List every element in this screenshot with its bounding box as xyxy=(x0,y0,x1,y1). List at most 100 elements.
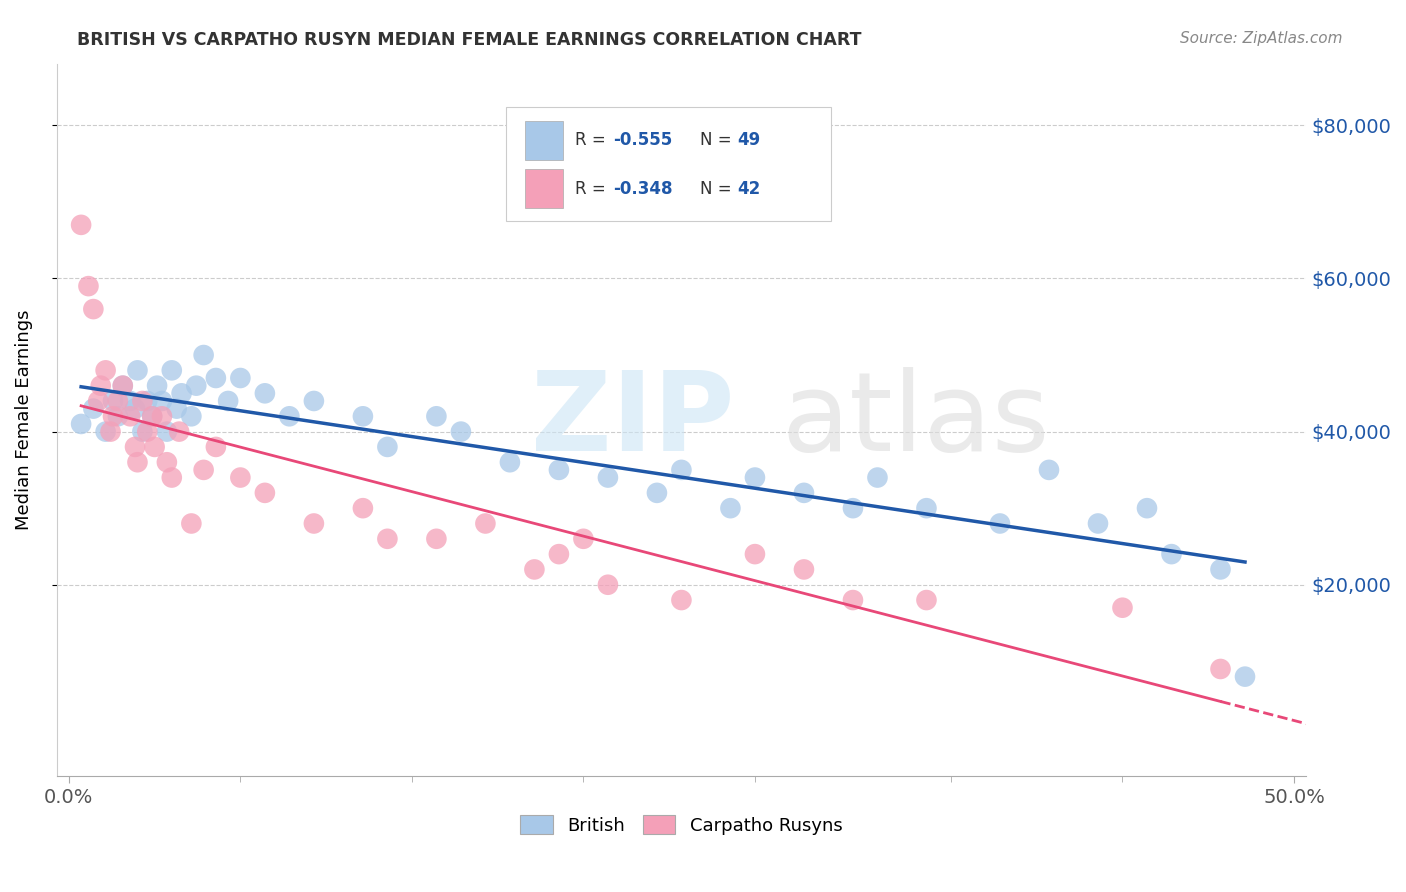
Text: atlas: atlas xyxy=(782,367,1050,474)
Point xyxy=(499,455,522,469)
Point xyxy=(1209,562,1232,576)
Point xyxy=(377,532,399,546)
Point xyxy=(101,409,124,424)
Point xyxy=(70,417,93,431)
FancyBboxPatch shape xyxy=(526,121,562,161)
Point xyxy=(572,532,595,546)
Point xyxy=(136,425,159,439)
Point xyxy=(645,486,668,500)
FancyBboxPatch shape xyxy=(526,169,562,208)
Point xyxy=(160,363,183,377)
Point xyxy=(425,532,447,546)
Point xyxy=(77,279,100,293)
Point xyxy=(141,409,163,424)
Point xyxy=(150,394,173,409)
Point xyxy=(744,470,766,484)
Text: 42: 42 xyxy=(738,179,761,198)
Point xyxy=(180,409,202,424)
Text: R =: R = xyxy=(575,131,612,149)
Point xyxy=(1160,547,1182,561)
Point xyxy=(915,593,938,607)
Point xyxy=(120,394,142,409)
Point xyxy=(70,218,93,232)
Point xyxy=(156,425,179,439)
Point xyxy=(352,501,374,516)
Point xyxy=(278,409,301,424)
Point xyxy=(94,425,117,439)
Point xyxy=(136,394,159,409)
Point xyxy=(253,486,276,500)
Point xyxy=(193,348,215,362)
Point xyxy=(1111,600,1133,615)
Point xyxy=(217,394,239,409)
Point xyxy=(127,455,149,469)
Point xyxy=(90,378,112,392)
Text: -0.555: -0.555 xyxy=(613,131,672,149)
Legend: British, Carpatho Rusyns: British, Carpatho Rusyns xyxy=(520,815,842,835)
Point xyxy=(141,409,163,424)
Point xyxy=(352,409,374,424)
Point xyxy=(842,501,865,516)
FancyBboxPatch shape xyxy=(506,107,831,220)
Point xyxy=(1233,670,1256,684)
Point xyxy=(170,386,193,401)
Point xyxy=(156,455,179,469)
Point xyxy=(82,302,104,317)
Point xyxy=(107,409,129,424)
Point xyxy=(146,378,169,392)
Point xyxy=(180,516,202,531)
Point xyxy=(229,371,252,385)
Point xyxy=(124,401,146,416)
Point xyxy=(523,562,546,576)
Point xyxy=(720,501,742,516)
Point xyxy=(229,470,252,484)
Point xyxy=(866,470,889,484)
Point xyxy=(143,440,166,454)
Text: N =: N = xyxy=(700,179,737,198)
Point xyxy=(915,501,938,516)
Point xyxy=(793,562,815,576)
Point xyxy=(82,401,104,416)
Point xyxy=(193,463,215,477)
Text: BRITISH VS CARPATHO RUSYN MEDIAN FEMALE EARNINGS CORRELATION CHART: BRITISH VS CARPATHO RUSYN MEDIAN FEMALE … xyxy=(77,31,862,49)
Y-axis label: Median Female Earnings: Median Female Earnings xyxy=(15,310,32,531)
Point xyxy=(107,394,129,409)
Point xyxy=(596,470,619,484)
Point xyxy=(474,516,496,531)
Text: R =: R = xyxy=(575,179,612,198)
Point xyxy=(1136,501,1159,516)
Point xyxy=(167,425,190,439)
Text: -0.348: -0.348 xyxy=(613,179,672,198)
Text: ZIP: ZIP xyxy=(531,367,735,474)
Point xyxy=(166,401,188,416)
Point xyxy=(205,371,228,385)
Point xyxy=(94,363,117,377)
Point xyxy=(87,394,110,409)
Point xyxy=(842,593,865,607)
Point xyxy=(127,363,149,377)
Text: N =: N = xyxy=(700,131,737,149)
Point xyxy=(253,386,276,401)
Point xyxy=(988,516,1011,531)
Point xyxy=(100,425,122,439)
Point xyxy=(131,394,153,409)
Point xyxy=(425,409,447,424)
Point xyxy=(596,578,619,592)
Point xyxy=(124,440,146,454)
Point xyxy=(377,440,399,454)
Point xyxy=(450,425,472,439)
Point xyxy=(744,547,766,561)
Text: Source: ZipAtlas.com: Source: ZipAtlas.com xyxy=(1180,31,1343,46)
Point xyxy=(302,394,325,409)
Point xyxy=(131,425,153,439)
Point xyxy=(101,394,124,409)
Point xyxy=(111,378,134,392)
Point xyxy=(120,409,142,424)
Point xyxy=(793,486,815,500)
Point xyxy=(671,463,693,477)
Text: 49: 49 xyxy=(738,131,761,149)
Point xyxy=(205,440,228,454)
Point xyxy=(1209,662,1232,676)
Point xyxy=(548,547,571,561)
Point xyxy=(150,409,173,424)
